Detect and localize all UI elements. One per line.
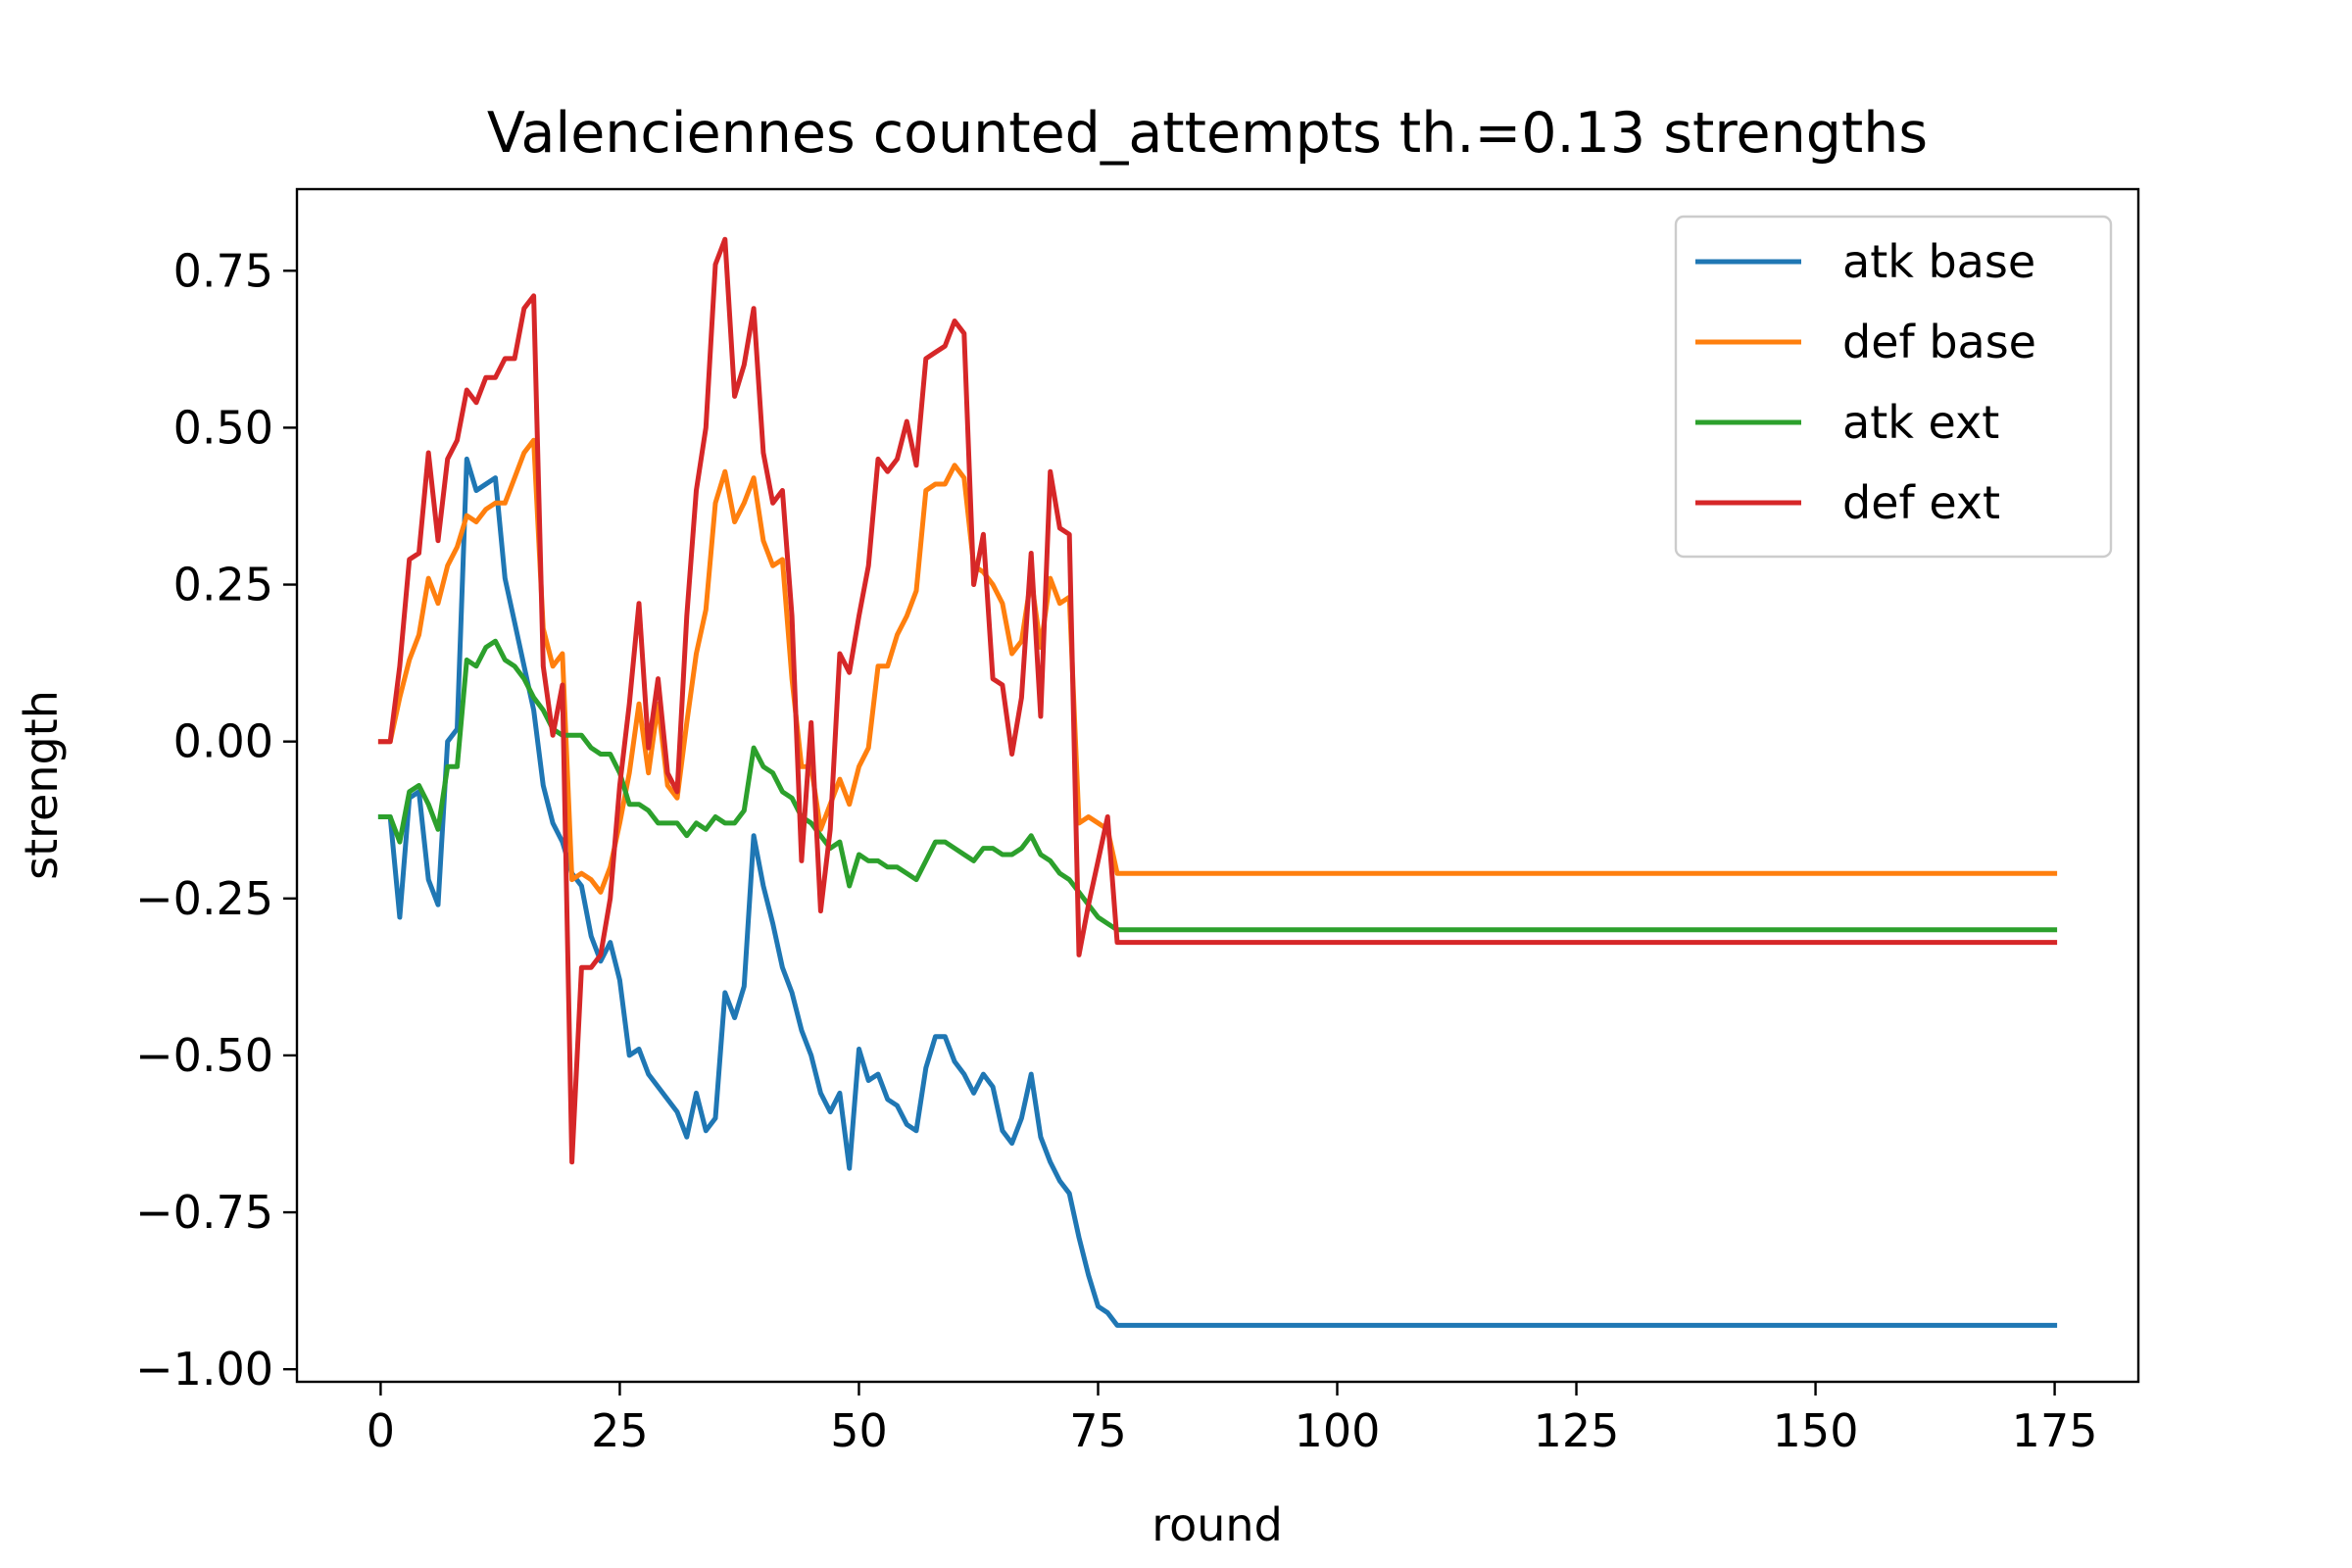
series-layer [377,236,2058,1328]
x-tick-label: 75 [1069,1404,1127,1457]
x-tick-label: 50 [830,1404,888,1457]
y-tick-label: 0.50 [173,401,273,454]
y-tick-label: 0.00 [173,715,273,768]
series-line-def-ext [377,236,2058,1165]
legend: atk base def base atk ext def ext [1674,215,2113,559]
chart-title: Valenciennes counted_attempts th.=0.13 s… [487,101,1928,166]
x-tick-label: 25 [591,1404,649,1457]
series-line-def-base [377,437,2058,895]
legend-label: atk ext [1842,396,1999,449]
series-line-atk-base [377,456,2058,1328]
legend-label: def ext [1842,476,2000,529]
legend-label: atk base [1842,235,2035,288]
y-tick-label: −0.25 [135,872,273,925]
legend-label: def base [1842,316,2036,368]
x-tick-label: 0 [367,1404,395,1457]
y-tick-label: 0.75 [173,244,273,297]
y-tick-label: −0.50 [135,1029,273,1082]
y-tick-label: −1.00 [135,1343,273,1396]
x-tick-label: 125 [1534,1404,1620,1457]
x-axis-label: round [1152,1498,1283,1551]
y-axis-label: strength [15,690,68,880]
series-line-atk-ext [377,638,2058,933]
legend-frame [1674,215,2113,559]
x-tick-label: 150 [1773,1404,1859,1457]
x-tick-label: 175 [2012,1404,2098,1457]
y-tick-label: −0.75 [135,1186,273,1239]
x-tick-label: 100 [1295,1404,1381,1457]
x-axis: 0 25 50 75 100 125 150 175 [367,1382,2098,1457]
y-tick-label: 0.25 [173,559,273,612]
y-axis: −1.00 −0.75 −0.50 −0.25 0.00 0.25 0.50 0.75 [135,244,297,1396]
